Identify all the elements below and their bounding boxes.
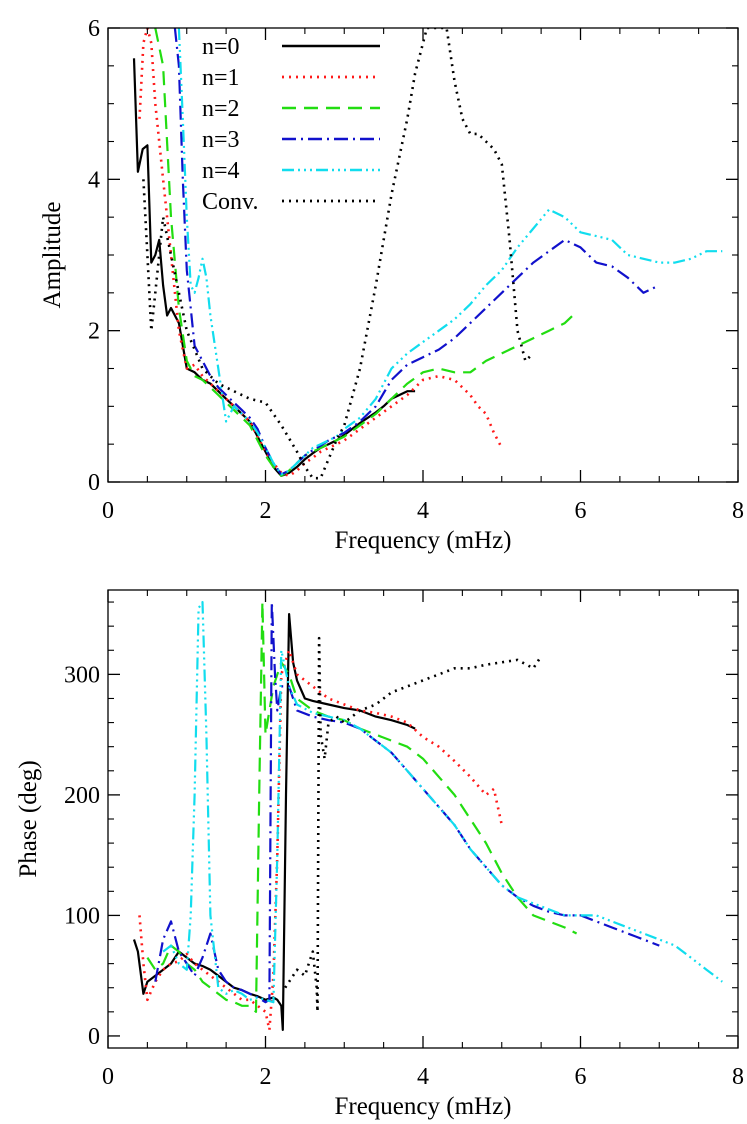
phase-x-tick-label: 4 [417, 1064, 429, 1090]
amplitude-series-n-3 [173, 28, 660, 476]
phase-y-tick-label: 200 [64, 783, 100, 809]
amplitude-y-tick-label: 6 [88, 16, 100, 42]
phase-y-tick-label: 100 [64, 903, 100, 929]
amplitude-series-conv [142, 28, 535, 480]
phase-ticks: 0 2 4 6 8 0 100 200 300 [64, 590, 744, 1090]
phase-y-axis-label: Phase (deg) [15, 760, 42, 877]
phase-series-n-2 [146, 601, 578, 1013]
amplitude-series-n-4 [177, 28, 723, 476]
amplitude-x-tick-label: 8 [732, 498, 744, 524]
legend-label-n-4: n=4 [202, 158, 240, 184]
amplitude-y-tick-label: 0 [88, 470, 100, 496]
amplitude-x-tick-label: 6 [575, 498, 587, 524]
amplitude-x-tick-label: 4 [417, 498, 429, 524]
legend-label-n-1: n=1 [202, 65, 240, 91]
phase-x-tick-label: 0 [102, 1064, 114, 1090]
phase-x-tick-label: 8 [732, 1064, 744, 1090]
legend-label-n-2: n=2 [202, 96, 240, 122]
phase-series-n-3 [154, 601, 660, 1004]
amplitude-y-axis-label: Amplitude [39, 202, 66, 309]
phase-x-tick-label: 6 [575, 1064, 587, 1090]
legend: n=0 n=1 n=2 n=3 n=4 Conv. [202, 34, 380, 215]
phase-axes-frame [107, 589, 739, 1049]
amplitude-y-tick-label: 2 [88, 319, 100, 345]
amplitude-series-n-1 [138, 28, 503, 478]
phase-plot-area [132, 601, 723, 1032]
phase-series-n-1 [138, 649, 504, 1032]
phase-x-axis-label: Frequency (mHz) [334, 1093, 511, 1120]
amplitude-x-tick-label: 0 [102, 498, 114, 524]
legend-label-n-3: n=3 [202, 127, 240, 153]
legend-label-conv: Conv. [202, 189, 258, 215]
amplitude-plot-area [132, 28, 723, 480]
phase-y-tick-label: 0 [88, 1024, 100, 1050]
amplitude-series-n-0 [132, 58, 416, 477]
phase-series-conv [284, 636, 543, 1014]
phase-y-tick-label: 300 [64, 662, 100, 688]
amplitude-ticks: 0 2 4 6 8 0 2 4 6 [88, 16, 744, 524]
phase-x-tick-label: 2 [260, 1064, 272, 1090]
amplitude-x-axis-label: Frequency (mHz) [334, 527, 511, 554]
legend-label-n-0: n=0 [202, 34, 240, 60]
amplitude-y-tick-label: 4 [88, 167, 100, 193]
phase-series-n-4 [162, 601, 723, 1004]
phase-panel: 0 2 4 6 8 0 100 200 300 Frequency (mHz) Phase (d… [15, 589, 744, 1120]
amplitude-x-tick-label: 2 [260, 498, 272, 524]
